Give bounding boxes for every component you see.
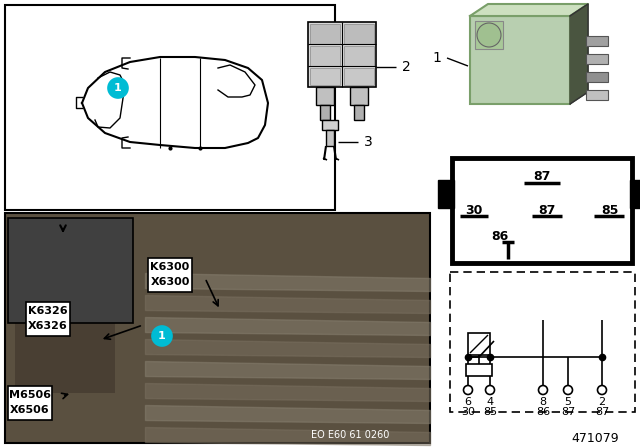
Text: 85: 85 <box>602 203 619 216</box>
Text: K6326: K6326 <box>28 306 68 316</box>
Bar <box>18 243 63 298</box>
Bar <box>475 21 503 49</box>
Bar <box>5 5 335 210</box>
Text: 2: 2 <box>598 397 605 407</box>
Bar <box>344 68 374 85</box>
Circle shape <box>477 23 501 47</box>
Circle shape <box>486 385 495 395</box>
Polygon shape <box>570 4 588 104</box>
Bar <box>450 272 635 412</box>
Bar <box>586 54 608 64</box>
Text: 87: 87 <box>533 169 550 182</box>
Bar <box>438 180 454 208</box>
Circle shape <box>152 326 172 346</box>
Text: 86: 86 <box>536 407 550 417</box>
Bar <box>322 120 338 130</box>
Text: 8: 8 <box>540 397 547 407</box>
Bar <box>320 105 330 120</box>
Bar <box>445 8 625 153</box>
Bar <box>68 243 113 298</box>
Text: 1: 1 <box>432 51 441 65</box>
Bar <box>586 90 608 100</box>
Bar <box>8 218 133 323</box>
Text: X6300: X6300 <box>150 277 189 287</box>
Text: 471079: 471079 <box>571 431 619 444</box>
Bar <box>470 16 570 104</box>
Bar <box>344 24 374 44</box>
Text: X6506: X6506 <box>10 405 50 415</box>
Bar <box>310 46 340 66</box>
Bar <box>350 87 368 105</box>
Text: 1: 1 <box>158 331 166 341</box>
Bar <box>18 238 113 248</box>
Bar <box>452 158 632 263</box>
Text: 85: 85 <box>483 407 497 417</box>
Bar <box>354 105 364 120</box>
Polygon shape <box>470 4 588 16</box>
Text: 30: 30 <box>465 203 483 216</box>
Text: 87: 87 <box>538 203 556 216</box>
Bar <box>26 302 70 336</box>
Bar <box>148 258 192 292</box>
Text: 87: 87 <box>595 407 609 417</box>
Circle shape <box>463 385 472 395</box>
Circle shape <box>538 385 547 395</box>
Text: 6: 6 <box>465 397 472 407</box>
Text: 3: 3 <box>364 135 372 149</box>
Text: EO E60 61 0260: EO E60 61 0260 <box>311 430 389 440</box>
Circle shape <box>598 385 607 395</box>
Text: 5: 5 <box>564 397 572 407</box>
Bar <box>630 180 640 208</box>
Circle shape <box>108 78 128 98</box>
Text: M6506: M6506 <box>9 390 51 400</box>
Text: K6300: K6300 <box>150 262 189 272</box>
Bar <box>468 333 490 355</box>
Bar <box>310 68 340 85</box>
Text: X6326: X6326 <box>28 321 68 331</box>
Bar <box>316 87 334 105</box>
Bar <box>466 364 492 376</box>
Bar <box>5 213 430 443</box>
Bar <box>310 24 340 44</box>
Text: 30: 30 <box>461 407 475 417</box>
Text: 1: 1 <box>114 83 122 93</box>
Text: 2: 2 <box>402 60 411 74</box>
Bar <box>15 313 115 393</box>
Bar <box>308 22 376 87</box>
Circle shape <box>563 385 573 395</box>
Bar <box>326 130 334 146</box>
Bar <box>8 386 52 420</box>
Text: 87: 87 <box>561 407 575 417</box>
Bar <box>586 72 608 82</box>
Bar <box>586 36 608 46</box>
Bar <box>344 46 374 66</box>
Text: 86: 86 <box>492 229 509 242</box>
Text: 4: 4 <box>486 397 493 407</box>
